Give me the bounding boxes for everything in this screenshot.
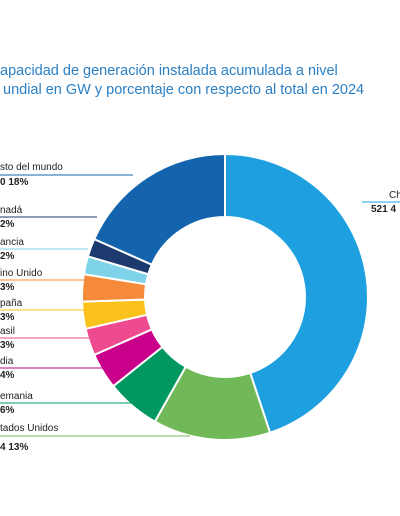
slice-value-5: 3%	[0, 312, 15, 323]
slice-0	[224, 152, 369, 434]
slice-value-1: 4 13%	[0, 442, 28, 453]
chart-title-line-1: apacidad de generación instalada acumula…	[0, 63, 338, 79]
slice-label-8: nadá	[0, 205, 23, 216]
slice-value-4: 3%	[0, 340, 15, 351]
slice-label-7: ancia	[0, 237, 24, 248]
slice-label-1: tados Unidos	[0, 423, 58, 434]
slice-label-9: sto del mundo	[0, 162, 63, 173]
slice-value-8: 2%	[0, 219, 15, 230]
slice-label-6: ino Unido	[0, 268, 43, 279]
chart-title: apacidad de generación instalada acumula…	[0, 62, 400, 100]
slice-labels: Ch 521 4 tados Unidos 4 13% emania 6% dia 4% asi…	[0, 162, 400, 453]
slice-9	[92, 152, 226, 266]
donut-slices	[81, 152, 369, 441]
chart-title-line-2: undial en GW y porcentaje con respecto a…	[3, 82, 365, 98]
slice-label-4: asil	[0, 326, 15, 337]
slice-label-2: emania	[0, 391, 33, 402]
slice-label-5: paña	[0, 298, 23, 309]
slice-value-6: 3%	[0, 282, 15, 293]
slice-label-3: dia	[0, 356, 14, 367]
slice-value-2: 6%	[0, 405, 15, 416]
slice-value-0: 521 4	[371, 204, 396, 215]
slice-value-9: 0 18%	[0, 177, 28, 188]
slice-value-7: 2%	[0, 251, 15, 262]
slice-value-3: 4%	[0, 370, 15, 381]
slice-label-0: Ch	[389, 190, 400, 201]
